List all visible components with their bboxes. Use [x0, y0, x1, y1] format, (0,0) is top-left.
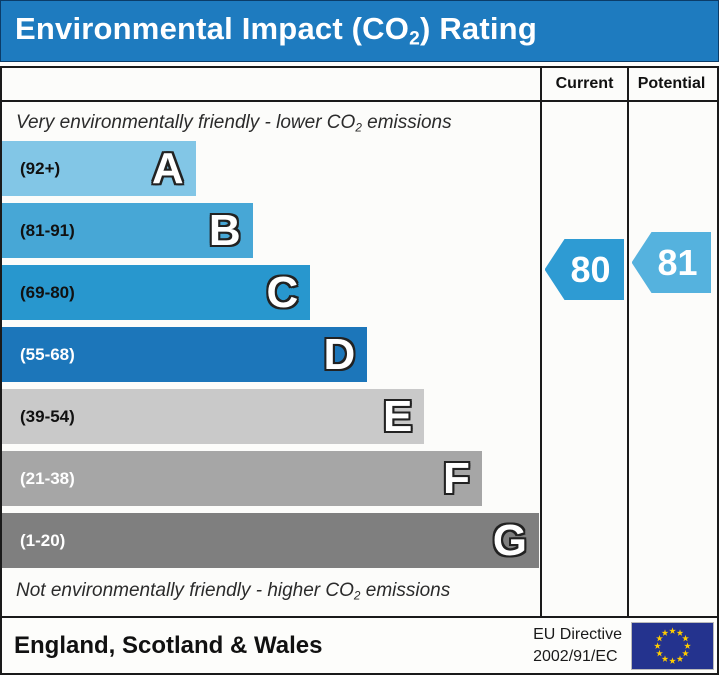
top-note-subscript: 2	[355, 121, 362, 135]
table-header-row: Current Potential	[2, 68, 717, 102]
potential-column-label: Potential	[637, 75, 706, 92]
band-letter: E	[382, 391, 413, 441]
band-letter: B	[208, 205, 241, 255]
band-range-label: (21-38)	[20, 468, 75, 488]
page-title: Environmental Impact (CO2) Rating	[15, 11, 537, 50]
band-range-label: (1-20)	[20, 530, 66, 550]
title-subscript: 2	[409, 28, 420, 50]
title-bar: Environmental Impact (CO2) Rating	[0, 0, 719, 62]
rating-scale-cell: Very environmentally friendly - lower CO…	[2, 102, 540, 616]
band-range-label: (69-80)	[20, 282, 75, 302]
title-text: Environmental Impact (CO	[15, 11, 410, 47]
header-current-cell: Current	[540, 68, 627, 100]
band-f: (21-38) F	[2, 451, 482, 506]
band-e: (39-54) E	[2, 389, 425, 444]
band-letter: F	[443, 453, 470, 503]
band-letter: A	[151, 143, 184, 193]
current-score-cell: 80	[540, 102, 627, 616]
band-letter: D	[323, 329, 356, 379]
band-c: (69-80) C	[2, 265, 311, 320]
table-body-row: Very environmentally friendly - lower CO…	[2, 102, 717, 616]
current-column-label: Current	[555, 75, 614, 92]
region-label: England, Scotland & Wales	[14, 631, 323, 659]
band-range-label: (55-68)	[20, 344, 75, 364]
current-score-value: 80	[570, 248, 611, 290]
top-note: Very environmentally friendly - lower CO…	[16, 109, 540, 137]
title-text-suffix: ) Rating	[419, 11, 537, 47]
potential-score-value: 81	[657, 241, 698, 283]
band-letter: C	[266, 267, 299, 317]
band-letter: G	[492, 515, 527, 565]
footer: England, Scotland & Wales EU Directive 2…	[0, 618, 719, 675]
bottom-note-text: Not environmentally friendly - higher CO	[16, 580, 354, 601]
potential-score-cell: 81	[627, 102, 714, 616]
band-b: (81-91) B	[2, 203, 253, 258]
band-g: (1-20) G	[2, 513, 539, 568]
top-note-suffix: emissions	[361, 112, 452, 133]
bottom-note-suffix: emissions	[360, 580, 451, 601]
potential-score-arrow: 81	[631, 232, 712, 293]
current-score-arrow: 80	[544, 239, 625, 300]
header-potential-cell: Potential	[627, 68, 714, 100]
bottom-note: Not environmentally friendly - higher CO…	[16, 577, 540, 605]
eu-directive-line2: 2002/91/EC	[533, 647, 618, 665]
band-range-label: (92+)	[20, 158, 61, 178]
rating-table: Current Potential Very environmentally f…	[0, 66, 719, 618]
bottom-note-subscript: 2	[353, 589, 361, 603]
band-a: (92+) A	[2, 141, 196, 196]
top-note-text: Very environmentally friendly - lower CO	[16, 112, 356, 133]
band-d: (55-68) D	[2, 327, 368, 382]
eu-directive-label: EU Directive 2002/91/EC	[533, 624, 622, 667]
header-spacer-cell	[2, 68, 540, 100]
band-range-label: (81-91)	[20, 220, 75, 240]
rating-bands: (92+) A (81-91) B (69-80) C (55-68) D (39-54) E (2…	[2, 141, 540, 568]
eu-flag-icon	[631, 621, 714, 670]
eu-directive-line1: EU Directive	[533, 625, 622, 643]
band-range-label: (39-54)	[20, 406, 75, 426]
